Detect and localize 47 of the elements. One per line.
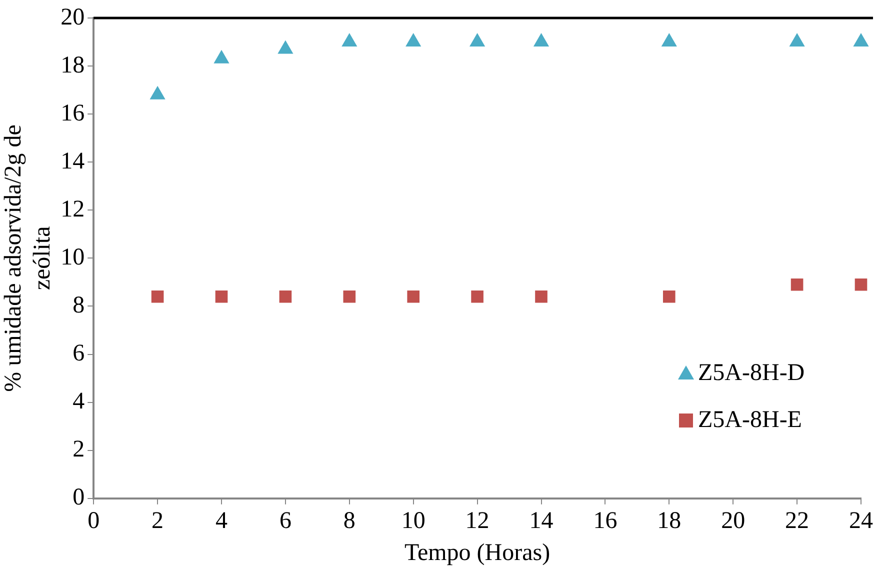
y-tick-label: 2	[72, 436, 85, 463]
point	[406, 34, 421, 47]
point	[854, 278, 868, 291]
y-tick-label: 20	[60, 4, 85, 30]
point	[150, 86, 165, 100]
point	[279, 290, 292, 303]
x-tick-label: 18	[657, 508, 682, 534]
y-tick-label: 16	[60, 100, 85, 126]
y-axis-title: % umidade adsorvida/2g de zeólita	[0, 124, 56, 392]
y-tick-label: 14	[60, 148, 85, 174]
point	[534, 34, 549, 47]
point	[151, 290, 164, 303]
point	[535, 290, 548, 303]
x-tick-label: 20	[721, 508, 746, 534]
x-tick-label: 10	[401, 508, 426, 534]
y-tick-label: 0	[72, 484, 85, 511]
x-tick-label: 8	[343, 508, 356, 534]
x-tick-label: 22	[785, 508, 810, 534]
x-tick-label: 14	[529, 508, 554, 534]
point	[790, 278, 804, 291]
point	[790, 34, 804, 47]
point	[471, 290, 484, 303]
point	[343, 290, 356, 303]
x-tick-label: 4	[216, 508, 228, 534]
y-tick-label: 12	[60, 196, 85, 222]
x-tick-label: 6	[279, 508, 292, 534]
x-tick-label: 2	[152, 508, 164, 534]
legend-label: Z5A-8H-D	[698, 360, 805, 386]
point	[407, 290, 420, 303]
y-tick-label: 10	[60, 244, 85, 270]
point	[470, 34, 485, 47]
legend-label: Z5A-8H-E	[698, 406, 802, 433]
point	[214, 50, 229, 64]
y-tick-label: 4	[72, 388, 85, 415]
x-tick-label: 12	[465, 508, 490, 534]
point	[662, 34, 677, 47]
x-tick-label: 16	[593, 508, 618, 534]
point	[662, 290, 676, 303]
y-tick-label: 8	[72, 292, 85, 319]
point	[215, 290, 228, 303]
point	[854, 34, 868, 47]
y-tick-label: 18	[60, 52, 85, 78]
point	[278, 40, 293, 54]
x-axis-title: Tempo (Horas)	[404, 540, 550, 566]
y-tick-label: 6	[72, 340, 85, 367]
x-tick-label: 24	[849, 508, 873, 534]
point	[342, 34, 357, 47]
